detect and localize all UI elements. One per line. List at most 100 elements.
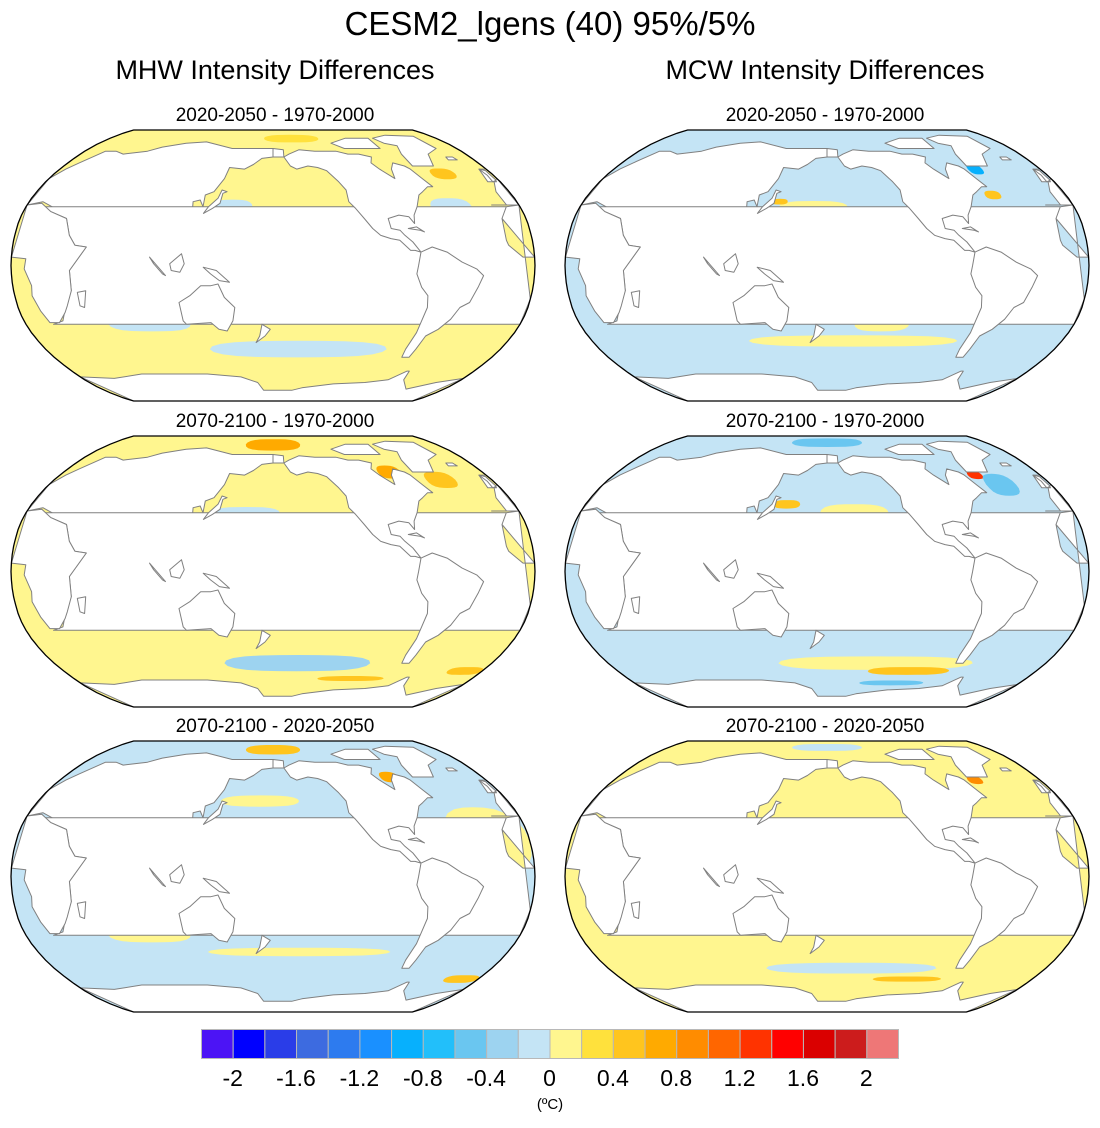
panel-title-mcw-3: 2070-2100 - 2020-2050 — [725, 716, 925, 737]
landmass — [961, 532, 979, 539]
anomaly-region — [859, 680, 924, 686]
landmass — [837, 760, 988, 864]
colorbar-box — [296, 1029, 329, 1059]
landmass — [826, 454, 839, 464]
map-field — [565, 436, 1089, 707]
colorbar-tick-label: 1.6 — [787, 1065, 819, 1091]
landmass — [149, 562, 166, 583]
landmass — [11, 813, 87, 935]
map-frame — [10, 435, 536, 708]
colorbar-box — [581, 1029, 614, 1059]
landmass — [723, 253, 739, 273]
map-panel-mhw-3 — [10, 740, 536, 1013]
anomaly-region — [771, 198, 788, 205]
landmass — [76, 901, 87, 919]
landmass — [955, 246, 1039, 358]
landmass — [79, 370, 464, 401]
landmass — [837, 455, 988, 559]
colorbar-box — [834, 1029, 868, 1059]
colorbar-box — [454, 1029, 488, 1059]
anomaly-region — [423, 471, 458, 488]
landmass — [445, 462, 458, 467]
anomaly-region — [966, 471, 984, 480]
landmass — [445, 767, 458, 772]
anomaly-region — [778, 656, 973, 670]
landmass — [809, 629, 825, 650]
colorbar-tick-label: -2 — [222, 1065, 243, 1091]
landmass — [565, 508, 641, 630]
colorbar-tick-label: -0.8 — [402, 1065, 443, 1091]
landmass — [169, 559, 185, 579]
landmass — [445, 156, 458, 161]
anomaly-region — [429, 168, 457, 180]
map-frame — [564, 435, 1090, 708]
colorbar-box — [232, 1029, 266, 1059]
landmass — [999, 156, 1012, 161]
colorbar-tick-label: 1.2 — [723, 1065, 756, 1091]
map-panel-mhw-2 — [10, 435, 536, 708]
anomaly-region — [446, 667, 484, 675]
anomaly-region — [220, 795, 300, 807]
landmass — [169, 864, 185, 884]
anomaly-region — [966, 776, 984, 785]
anomaly-region — [984, 190, 1002, 200]
landmass — [809, 323, 825, 344]
landmass — [79, 676, 464, 707]
colorbar-tick-label: 0 — [543, 1065, 556, 1091]
landmass — [330, 748, 381, 760]
map-panel-mhw-1 — [10, 129, 536, 402]
landmass — [732, 589, 790, 638]
landmass — [1032, 168, 1051, 183]
landmass — [1032, 779, 1051, 794]
landmass — [272, 148, 285, 158]
landmass — [149, 256, 166, 277]
landmass — [149, 867, 166, 888]
landmass — [202, 189, 228, 214]
colorbar-box — [201, 1029, 234, 1059]
landmass — [79, 981, 464, 1012]
landmass — [723, 559, 739, 579]
landmass — [330, 443, 381, 455]
map-panel-mcw-2 — [564, 435, 1090, 708]
colorbar-box — [866, 1029, 900, 1059]
landmass — [330, 137, 381, 149]
colorbar-tick-label: 0.8 — [660, 1065, 693, 1091]
landmass — [926, 440, 991, 473]
colorbar-box — [359, 1029, 393, 1059]
landmass — [723, 864, 739, 884]
landmass — [884, 137, 935, 149]
landmass — [255, 323, 271, 344]
colorbar-units: (ºC) — [536, 1096, 564, 1113]
landmass — [703, 562, 720, 583]
landmass — [478, 779, 497, 794]
anomaly-region — [792, 438, 862, 447]
colorbar-box — [422, 1029, 456, 1059]
landmass — [703, 867, 720, 888]
landmass — [732, 894, 790, 943]
map-field — [11, 130, 535, 401]
map-frame — [10, 129, 536, 402]
map-panel-mcw-3 — [564, 740, 1090, 1013]
landmass — [372, 134, 437, 167]
landmass — [837, 149, 988, 253]
landmass — [756, 800, 782, 825]
anomaly-region — [766, 962, 937, 974]
colorbar-box — [771, 1029, 804, 1059]
landmass — [76, 596, 87, 614]
landmass — [961, 837, 979, 844]
anomaly-region — [443, 975, 480, 983]
landmass — [884, 443, 935, 455]
colorbar-box — [264, 1029, 298, 1059]
landmass — [272, 759, 285, 769]
colorbar-tick-label: -1.2 — [339, 1065, 380, 1091]
landmass — [630, 901, 641, 919]
colorbar-box — [327, 1029, 361, 1059]
colorbar — [201, 1029, 900, 1059]
column-title-mcw: MCW Intensity Differences — [665, 55, 985, 85]
landmass — [884, 748, 935, 760]
landmass — [826, 759, 839, 769]
landmass — [178, 894, 236, 943]
landmass — [283, 455, 434, 559]
figure-title: CESM2_lgens (40) 95%/5% — [344, 5, 756, 42]
landmass — [372, 440, 437, 473]
